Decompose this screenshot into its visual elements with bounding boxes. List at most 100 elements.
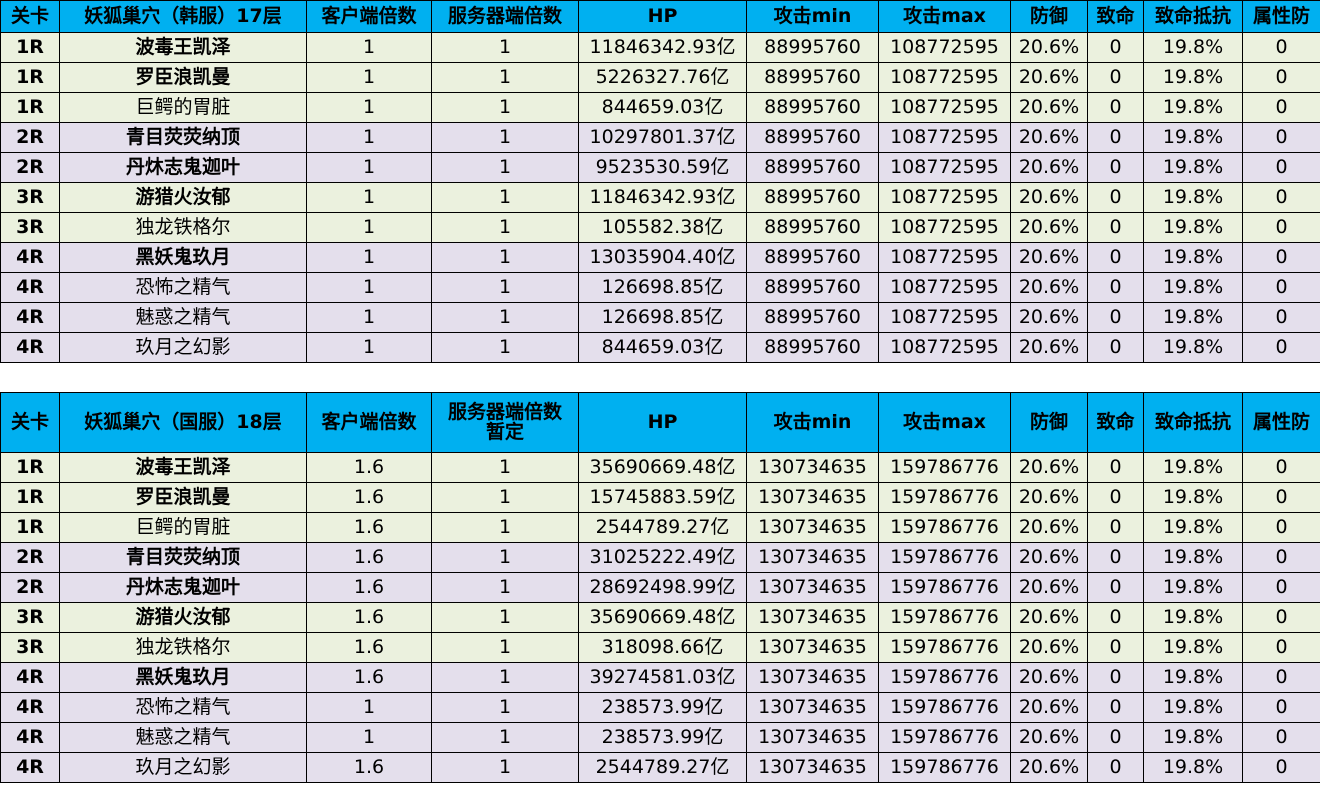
server-multiplier-cell: 1 bbox=[431, 602, 579, 633]
monster-name-cell: 独龙铁格尔 bbox=[59, 212, 307, 243]
header-hp: HP bbox=[578, 0, 747, 33]
header-server-multiplier: 服务器端倍数 暂定 bbox=[431, 392, 579, 453]
table-row: 2R 青目荧荧纳顶 1 1 10297801.37亿 88995760 108772595 2… bbox=[0, 122, 1320, 153]
defense-cell: 20.6% bbox=[1010, 122, 1088, 153]
monster-name-cell: 魅惑之精气 bbox=[59, 722, 307, 753]
client-multiplier-cell: 1 bbox=[306, 692, 432, 723]
stage-cell: 4R bbox=[0, 272, 60, 303]
critical-resist-cell: 19.8% bbox=[1143, 542, 1243, 573]
attribute-defense-cell: 0 bbox=[1242, 302, 1320, 333]
hp-cell: 11846342.93亿 bbox=[578, 32, 747, 63]
client-multiplier-cell: 1 bbox=[306, 212, 432, 243]
attack-min-cell: 88995760 bbox=[746, 302, 879, 333]
attack-max-cell: 159786776 bbox=[878, 662, 1011, 693]
attack-min-cell: 88995760 bbox=[746, 122, 879, 153]
header-attack-max: 攻击max bbox=[878, 0, 1011, 33]
client-multiplier-cell: 1 bbox=[306, 152, 432, 183]
attack-min-cell: 88995760 bbox=[746, 32, 879, 63]
monster-name-cell: 罗臣浪凯曼 bbox=[59, 62, 307, 93]
defense-cell: 20.6% bbox=[1010, 632, 1088, 663]
stage-cell: 1R bbox=[0, 92, 60, 123]
attack-min-cell: 88995760 bbox=[746, 92, 879, 123]
critical-cell: 0 bbox=[1087, 152, 1144, 183]
table-row: 2R 青目荧荧纳顶 1.6 1 31025222.49亿 130734635 1597867… bbox=[0, 542, 1320, 573]
attack-max-cell: 159786776 bbox=[878, 452, 1011, 483]
attribute-defense-cell: 0 bbox=[1242, 572, 1320, 603]
server-multiplier-cell: 1 bbox=[431, 122, 579, 153]
client-multiplier-cell: 1.6 bbox=[306, 512, 432, 543]
critical-resist-cell: 19.8% bbox=[1143, 602, 1243, 633]
client-multiplier-cell: 1 bbox=[306, 302, 432, 333]
header-stage: 关卡 bbox=[0, 392, 60, 453]
attack-min-cell: 88995760 bbox=[746, 212, 879, 243]
critical-resist-cell: 19.8% bbox=[1143, 182, 1243, 213]
defense-cell: 20.6% bbox=[1010, 32, 1088, 63]
critical-resist-cell: 19.8% bbox=[1143, 62, 1243, 93]
attack-max-cell: 108772595 bbox=[878, 62, 1011, 93]
attribute-defense-cell: 0 bbox=[1242, 602, 1320, 633]
attack-max-cell: 159786776 bbox=[878, 752, 1011, 783]
header-client-multiplier: 客户端倍数 bbox=[306, 392, 432, 453]
table-row: 2R 丹炑志鬼迦叶 1 1 9523530.59亿 88995760 108772595 20… bbox=[0, 152, 1320, 183]
hp-cell: 844659.03亿 bbox=[578, 92, 747, 123]
critical-resist-cell: 19.8% bbox=[1143, 482, 1243, 513]
critical-resist-cell: 19.8% bbox=[1143, 212, 1243, 243]
attack-min-cell: 88995760 bbox=[746, 242, 879, 273]
critical-cell: 0 bbox=[1087, 602, 1144, 633]
hp-cell: 15745883.59亿 bbox=[578, 482, 747, 513]
client-multiplier-cell: 1 bbox=[306, 32, 432, 63]
stage-cell: 4R bbox=[0, 662, 60, 693]
server-multiplier-cell: 1 bbox=[431, 572, 579, 603]
header-attribute-defense: 属性防 bbox=[1242, 392, 1320, 453]
stage-cell: 1R bbox=[0, 512, 60, 543]
monster-name-cell: 恐怖之精气 bbox=[59, 272, 307, 303]
table-row: 1R 波毒王凯泽 1.6 1 35690669.48亿 130734635 15978677… bbox=[0, 452, 1320, 483]
monster-name-cell: 游猎火汝郁 bbox=[59, 602, 307, 633]
table-row: 4R 恐怖之精气 1 1 238573.99亿 130734635 159786776 20.… bbox=[0, 692, 1320, 723]
hp-cell: 2544789.27亿 bbox=[578, 512, 747, 543]
critical-resist-cell: 19.8% bbox=[1143, 92, 1243, 123]
client-multiplier-cell: 1 bbox=[306, 62, 432, 93]
server-multiplier-cell: 1 bbox=[431, 32, 579, 63]
client-multiplier-cell: 1.6 bbox=[306, 542, 432, 573]
critical-resist-cell: 19.8% bbox=[1143, 452, 1243, 483]
table-body: 1R 波毒王凯泽 1 1 11846342.93亿 88995760 108772595 20… bbox=[0, 32, 1320, 363]
stage-cell: 4R bbox=[0, 242, 60, 273]
critical-cell: 0 bbox=[1087, 32, 1144, 63]
stage-cell: 1R bbox=[0, 482, 60, 513]
attack-max-cell: 108772595 bbox=[878, 152, 1011, 183]
hp-cell: 318098.66亿 bbox=[578, 632, 747, 663]
monster-stats-table-kr: 关卡 妖狐巢穴（韩服）17层 客户端倍数 服务器端倍数 HP 攻击min 攻击m… bbox=[0, 0, 1320, 363]
monster-name-cell: 波毒王凯泽 bbox=[59, 32, 307, 63]
attack-max-cell: 159786776 bbox=[878, 692, 1011, 723]
hp-cell: 126698.85亿 bbox=[578, 302, 747, 333]
monster-name-cell: 丹炑志鬼迦叶 bbox=[59, 572, 307, 603]
attack-max-cell: 159786776 bbox=[878, 572, 1011, 603]
critical-resist-cell: 19.8% bbox=[1143, 752, 1243, 783]
critical-resist-cell: 19.8% bbox=[1143, 722, 1243, 753]
critical-resist-cell: 19.8% bbox=[1143, 242, 1243, 273]
table-row: 4R 玖月之幻影 1.6 1 2544789.27亿 130734635 159786776… bbox=[0, 752, 1320, 783]
attribute-defense-cell: 0 bbox=[1242, 632, 1320, 663]
server-multiplier-cell: 1 bbox=[431, 272, 579, 303]
attack-min-cell: 130734635 bbox=[746, 662, 879, 693]
attribute-defense-cell: 0 bbox=[1242, 482, 1320, 513]
critical-cell: 0 bbox=[1087, 122, 1144, 153]
table-row: 4R 黑妖鬼玖月 1.6 1 39274581.03亿 130734635 15978677… bbox=[0, 662, 1320, 693]
table-header-row: 关卡 妖狐巢穴（韩服）17层 客户端倍数 服务器端倍数 HP 攻击min 攻击m… bbox=[0, 0, 1320, 33]
attribute-defense-cell: 0 bbox=[1242, 152, 1320, 183]
stage-cell: 2R bbox=[0, 152, 60, 183]
defense-cell: 20.6% bbox=[1010, 482, 1088, 513]
monster-name-cell: 青目荧荧纳顶 bbox=[59, 542, 307, 573]
defense-cell: 20.6% bbox=[1010, 602, 1088, 633]
client-multiplier-cell: 1.6 bbox=[306, 482, 432, 513]
monster-name-cell: 玖月之幻影 bbox=[59, 332, 307, 363]
critical-resist-cell: 19.8% bbox=[1143, 512, 1243, 543]
hp-cell: 39274581.03亿 bbox=[578, 662, 747, 693]
attack-min-cell: 130734635 bbox=[746, 452, 879, 483]
attack-min-cell: 130734635 bbox=[746, 632, 879, 663]
attribute-defense-cell: 0 bbox=[1242, 662, 1320, 693]
defense-cell: 20.6% bbox=[1010, 512, 1088, 543]
attribute-defense-cell: 0 bbox=[1242, 542, 1320, 573]
header-attribute-defense: 属性防 bbox=[1242, 0, 1320, 33]
